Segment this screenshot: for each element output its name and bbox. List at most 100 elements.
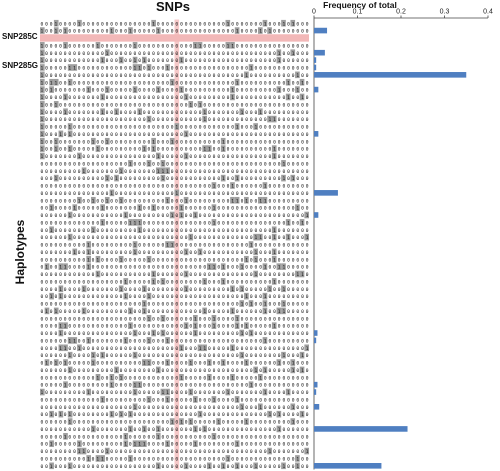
- minor-allele-cell: [304, 211, 309, 219]
- minor-allele-cell: [239, 403, 245, 411]
- minor-allele-cell: [40, 71, 45, 79]
- haplotypes-axis-label: Haplotypes: [13, 219, 27, 284]
- minor-allele-cell: [128, 410, 133, 418]
- frequency-bar: [314, 403, 320, 410]
- minor-allele-cell: [44, 359, 50, 366]
- minor-allele-cell: [53, 101, 59, 108]
- minor-allele-cell: [104, 86, 110, 93]
- minor-allele-cell: [67, 145, 73, 152]
- haplotype-allele-string: 0000000100100000000010000000000100100000…: [41, 250, 309, 256]
- minor-allele-cell: [220, 278, 226, 285]
- haplotype-row: 0000000000000000000100010010000000000000…: [41, 160, 309, 167]
- minor-allele-cell: [63, 42, 68, 49]
- snp285g-group-label: SNP285G: [2, 61, 38, 70]
- minor-allele-cell: [169, 418, 175, 425]
- minor-allele-cell: [104, 174, 110, 182]
- haplotype-allele-string: 1001010000000001000100000100000000000000…: [41, 29, 309, 35]
- frequency-axis: 0 0.1 0.2 0.3 0.4: [312, 9, 493, 470]
- minor-allele-cell: [225, 388, 231, 396]
- minor-allele-cell: [160, 314, 166, 322]
- minor-allele-cell: [165, 337, 170, 344]
- minor-allele-cell: [202, 278, 207, 285]
- minor-allele-cell: [174, 189, 180, 197]
- minor-allele-cell: [257, 27, 263, 34]
- haplotype-allele-string: 0000001000000000000000000000101010000010…: [41, 420, 309, 426]
- haplotype-allele-string: 0000000000000001000000000000010000000000…: [41, 191, 309, 197]
- minor-allele-cell: [230, 285, 235, 293]
- minor-allele-cell: [281, 307, 286, 315]
- minor-allele-cell: [137, 440, 143, 447]
- minor-allele-cell: [202, 307, 207, 315]
- haplotype-allele-string: 1000010000000100100001000000000000010000…: [41, 110, 309, 116]
- haplotype-row: 1011001000000000000000000000100000000000…: [40, 78, 309, 86]
- minor-allele-cell: [53, 359, 59, 366]
- haplotype-row: 0000001000000000000000000000101010000010…: [41, 418, 309, 426]
- minor-allele-cell: [67, 233, 73, 241]
- minor-allele-cell: [299, 270, 305, 278]
- minor-allele-cell: [155, 433, 161, 440]
- haplotype-allele-string: 0010000000010000000001000000000000000000…: [41, 228, 309, 234]
- haplotype-row: 1000000000000010000000000000000000000000…: [40, 49, 309, 57]
- minor-allele-cell: [100, 396, 105, 403]
- minor-allele-cell: [128, 322, 133, 329]
- minor-allele-cell: [248, 64, 254, 71]
- frequency-bar: [314, 190, 338, 196]
- minor-allele-cell: [44, 307, 50, 315]
- haplotype-allele-string: 0000001100100000001000010001000000000000…: [41, 338, 309, 344]
- haplotype-row: 0101010000010000000000110001000010001001…: [41, 359, 309, 367]
- minor-allele-cell: [160, 278, 166, 285]
- haplotype-row: 0000110000000000000100000000000101000100…: [41, 322, 309, 330]
- minor-allele-cell: [86, 241, 92, 248]
- minor-allele-cell: [290, 174, 296, 182]
- minor-allele-cell: [165, 440, 170, 447]
- minor-allele-cell: [225, 455, 231, 462]
- minor-allele-cell: [137, 64, 143, 71]
- haplotype-allele-string: 0000000000000000000100010010000000000000…: [41, 161, 309, 167]
- minor-allele-cell: [151, 278, 156, 285]
- minor-allele-cell: [281, 174, 286, 182]
- minor-allele-cell: [142, 300, 147, 307]
- minor-allele-cell: [188, 418, 194, 425]
- minor-allele-cell: [230, 86, 235, 93]
- minor-allele-cell: [281, 19, 286, 27]
- minor-allele-cell: [67, 351, 73, 359]
- minor-allele-cell: [183, 152, 189, 160]
- minor-allele-cell: [67, 130, 73, 138]
- minor-allele-cell: [285, 219, 291, 226]
- minor-allele-cell: [262, 263, 268, 270]
- minor-allele-cell: [146, 396, 152, 403]
- minor-allele-cell: [155, 366, 161, 374]
- minor-allele-cell: [281, 300, 286, 307]
- minor-allele-cell: [146, 292, 152, 300]
- minor-allele-cell: [211, 314, 217, 322]
- minor-allele-cell: [100, 93, 105, 101]
- minor-allele-cell: [225, 19, 231, 27]
- haplotype-row: 0000001000000000000000000000000010000000…: [41, 233, 309, 241]
- minor-allele-cell: [91, 351, 96, 359]
- haplotype-row: 0000000000000001000000000000010000000000…: [41, 189, 309, 197]
- minor-allele-cell: [267, 285, 272, 293]
- minor-allele-cell: [220, 462, 226, 470]
- minor-allele-cell: [142, 425, 147, 433]
- minor-allele-cell: [276, 307, 282, 315]
- haplotype-allele-string: 0000000000000000001000001010000000010001…: [41, 279, 309, 285]
- minor-allele-cell: [40, 115, 45, 123]
- minor-allele-cell: [77, 196, 82, 204]
- minor-allele-cell: [123, 440, 129, 447]
- minor-allele-cell: [193, 42, 198, 49]
- minor-allele-cell: [77, 152, 82, 160]
- minor-allele-cell: [132, 86, 138, 93]
- minor-allele-cell: [285, 233, 291, 241]
- minor-allele-cell: [104, 447, 110, 455]
- minor-allele-cell: [40, 64, 45, 71]
- haplotype-row: 1001000000000000000000000000000010100000…: [40, 101, 309, 108]
- minor-allele-cell: [40, 108, 45, 116]
- minor-allele-cell: [299, 93, 305, 101]
- minor-allele-cell: [146, 359, 152, 366]
- minor-allele-cell: [81, 167, 87, 175]
- minor-allele-cell: [151, 137, 156, 145]
- haplotype-row: 1000000000100000000010000011000010000000…: [40, 388, 309, 396]
- minor-allele-cell: [281, 285, 286, 293]
- minor-allele-cell: [253, 255, 258, 263]
- minor-allele-cell: [271, 145, 277, 152]
